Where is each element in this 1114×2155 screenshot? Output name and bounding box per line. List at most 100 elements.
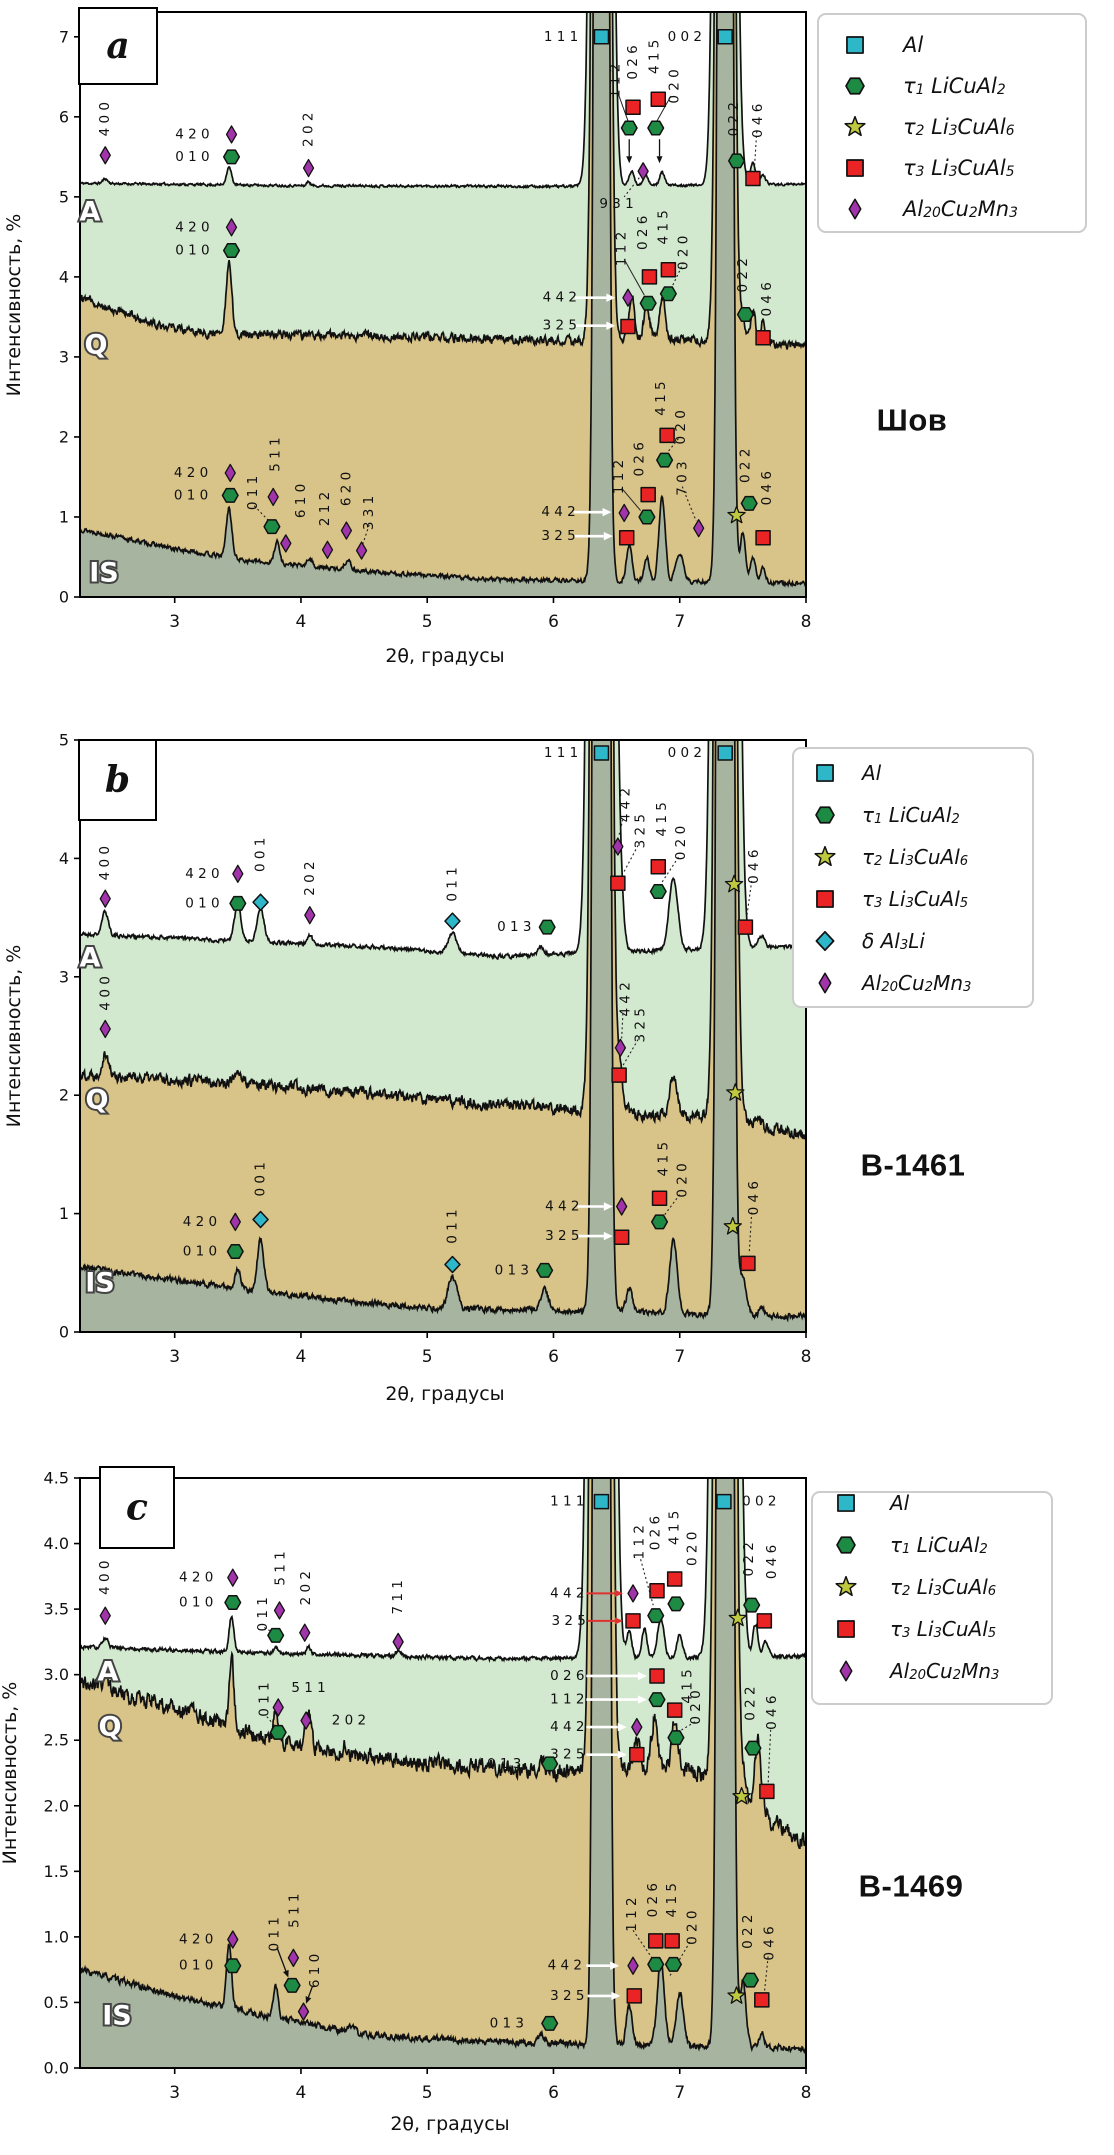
miller-index-label: 5 1 1 xyxy=(291,1680,325,1696)
miller-index-label: 4 4 2 xyxy=(545,1198,579,1214)
miller-index-label: 4 2 0 xyxy=(183,1214,217,1230)
miller-index-label: 2 0 2 xyxy=(332,1713,366,1729)
miller-index-label: 0 1 0 xyxy=(185,895,219,911)
al-marker xyxy=(717,745,733,761)
tau1-marker xyxy=(538,919,556,935)
annotation-arrow xyxy=(586,1695,647,1704)
y-tick-label: 1.5 xyxy=(44,1862,69,1881)
legend-label: Al xyxy=(901,33,923,57)
annotation-arrow xyxy=(586,1589,623,1597)
almn-marker xyxy=(693,519,705,538)
tau2-marker xyxy=(723,1216,742,1235)
annotation-arrow xyxy=(574,293,616,302)
miller-index-label: 0 2 6 xyxy=(550,1668,584,1684)
al-marker xyxy=(717,29,733,45)
plot-border xyxy=(79,11,807,598)
almn-marker xyxy=(637,162,649,181)
x-tick-label: 4 xyxy=(296,2083,307,2103)
tau1-marker xyxy=(648,1692,666,1708)
almn-marker xyxy=(612,837,624,856)
tau1-marker xyxy=(638,509,656,525)
miller-index-label: 3 2 5 xyxy=(545,1228,579,1244)
miller-index-label: 0 0 1 xyxy=(253,838,269,872)
miller-index-label: 4 2 0 xyxy=(179,1570,213,1586)
miller-index-label: 0 2 2 xyxy=(741,1542,757,1576)
almn-marker xyxy=(618,503,630,523)
almn-marker xyxy=(631,1717,643,1737)
x-tick-label: 8 xyxy=(801,612,812,632)
plot-border xyxy=(79,1477,807,2069)
miller-index-label: 0 2 2 xyxy=(726,102,742,136)
miller-index-label: 1 1 1 xyxy=(544,29,578,45)
delta-marker xyxy=(444,1255,461,1274)
sample-label: В-1469 xyxy=(859,1869,964,1904)
legend-marker-dia-purple xyxy=(848,198,862,220)
trace-fill-Q xyxy=(80,740,806,1332)
y-tick-label: 1 xyxy=(59,1204,69,1223)
legend-label: τ3 Li3CuAl5 xyxy=(903,156,1015,180)
legend-label: τ2 Li3CuAl6 xyxy=(890,1575,996,1599)
trace-line-IS xyxy=(80,1478,806,2055)
tau1-marker xyxy=(647,1608,665,1624)
almn-marker xyxy=(304,906,316,925)
miller-index-label: 0 4 6 xyxy=(746,850,762,884)
legend-marker-hex xyxy=(845,77,865,95)
miller-index-label: 4 2 0 xyxy=(175,126,209,142)
annotation-dotted-line xyxy=(666,438,679,454)
legend-marker-star xyxy=(835,1575,857,1597)
miller-index-label: 1 1 2 xyxy=(607,64,623,98)
trace-fill-IS xyxy=(80,1478,806,2068)
y-tick-label: 3.5 xyxy=(44,1600,69,1619)
miller-index-label: 0 2 2 xyxy=(737,449,753,483)
miller-index-label: 4 0 0 xyxy=(97,102,113,136)
tau3-marker xyxy=(650,858,667,875)
miller-index-label: 4 4 2 xyxy=(617,982,633,1016)
tau3-marker xyxy=(611,1067,627,1083)
almn-marker xyxy=(287,1948,300,1968)
annotation-dotted-line xyxy=(623,177,640,198)
miller-index-label: 0 2 0 xyxy=(676,236,692,270)
x-axis-title: 2θ, градусы xyxy=(390,2113,509,2135)
legend-label: τ1 LiCuAl2 xyxy=(903,74,1006,98)
tau3-marker xyxy=(737,919,754,935)
tau1-marker xyxy=(263,519,281,535)
tau1-marker xyxy=(229,895,247,911)
miller-index-label: 0 4 6 xyxy=(759,471,775,505)
y-tick-label: 2.5 xyxy=(44,1731,69,1750)
tau3-marker xyxy=(755,530,771,546)
tau3-marker xyxy=(626,1988,643,2004)
y-tick-label: 2 xyxy=(59,427,69,446)
x-tick-label: 3 xyxy=(169,612,180,632)
y-axis-title: Интенсивность, % xyxy=(0,1682,21,1865)
annotation-dotted-line xyxy=(622,1039,639,1066)
almn-marker xyxy=(616,1197,628,1216)
miller-index-label: 0 0 1 xyxy=(253,1162,269,1196)
delta-marker xyxy=(252,1210,269,1229)
legend-label: τ3 Li3CuAl5 xyxy=(890,1617,996,1641)
y-tick-label: 3.0 xyxy=(44,1665,69,1684)
tau3-marker xyxy=(625,99,641,115)
annotation-line xyxy=(617,92,629,122)
y-tick-label: 0 xyxy=(59,588,69,607)
trace-fill-Q xyxy=(80,1478,806,2068)
miller-index-label: 0 2 2 xyxy=(742,1686,758,1720)
trace-line-A xyxy=(80,740,806,961)
annotation-arrow xyxy=(573,531,613,541)
miller-index-label: 1 1 1 xyxy=(544,745,578,761)
miller-index-label: 0 1 0 xyxy=(179,1595,213,1611)
y-tick-label: 2.0 xyxy=(44,1796,69,1815)
tau3-marker xyxy=(759,1783,775,1800)
miller-index-label: 4 0 0 xyxy=(97,846,113,880)
legend-label: Al20Cu2Mn3 xyxy=(860,971,971,995)
almn-marker xyxy=(99,889,111,908)
y-axis-title: Интенсивность, % xyxy=(3,945,25,1128)
annotation-dotted-line xyxy=(362,524,370,545)
annotation-arrow xyxy=(586,1671,647,1681)
tau2-marker xyxy=(724,874,744,893)
almn-marker xyxy=(614,1038,627,1057)
legend-box xyxy=(792,747,1034,1008)
tau1-marker xyxy=(283,1977,301,1993)
tau1-marker xyxy=(649,884,667,900)
almn-marker xyxy=(99,1606,111,1625)
